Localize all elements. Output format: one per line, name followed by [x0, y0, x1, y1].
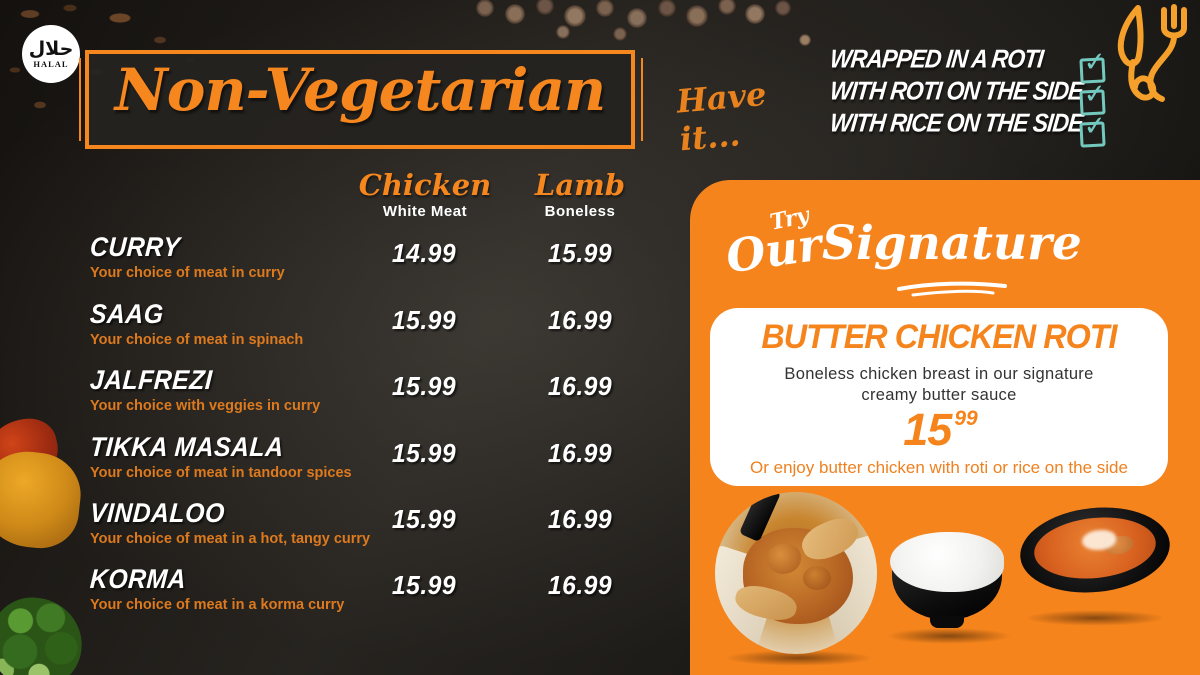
rice-bowl-photo: [888, 532, 1006, 632]
turmeric-powder-decoration: [0, 447, 85, 552]
halal-label: HALAL: [33, 59, 69, 69]
column-header-lamb: Lamb Boneless: [500, 168, 660, 220]
signature-card: BUTTER CHICKEN ROTI Boneless chicken bre…: [710, 308, 1168, 486]
option-roti-on-side: WITH ROTI ON THE SIDE: [828, 76, 1085, 106]
check-icon: ✓: [1082, 46, 1107, 79]
signature-promo-panel: Try Our Signature BUTTER CHICKEN ROTI Bo…: [690, 180, 1200, 675]
signature-our-word: Our: [722, 217, 825, 284]
rice-photo-shadow: [886, 628, 1012, 644]
halal-badge: حلال HALAL: [22, 25, 80, 83]
signature-price: 15 99: [710, 404, 1168, 456]
check-icon: ✓: [1082, 78, 1107, 111]
menu-row-jalfrezi: JALFREZI Your choice with veggies in cur…: [89, 365, 680, 427]
column-subtitle: Boneless: [544, 203, 616, 220]
menu-row-korma: KORMA Your choice of meat in a korma cur…: [89, 564, 680, 626]
price-chicken: 15.99: [391, 570, 457, 600]
knife-and-fork-icon: [1117, 4, 1187, 102]
price-chicken: 14.99: [391, 238, 457, 268]
white-rice: [890, 532, 1004, 592]
price-lamb: 16.99: [547, 305, 613, 335]
signature-item-description: creamy butter sauce: [861, 386, 1017, 404]
column-name: Chicken: [358, 168, 492, 202]
cream-swirl: [1082, 530, 1116, 550]
signature-item-title: BUTTER CHICKEN ROTI: [761, 318, 1117, 356]
item-description: Your choice with veggies in curry: [90, 398, 321, 414]
menu-row-curry: CURRY Your choice of meat in curry 14.99…: [89, 232, 680, 294]
item-description: Your choice of meat in tandoor spices: [90, 465, 352, 481]
check-icon: ✓: [1082, 110, 1107, 143]
page-title: Non-Vegetarian: [114, 56, 606, 124]
item-description: Your choice of meat in spinach: [90, 332, 304, 348]
curry-photo-shadow: [1024, 610, 1166, 626]
item-description: Your choice of meat in curry: [90, 265, 285, 281]
butter-chicken-bowl-photo: [1016, 500, 1174, 603]
price-cents: 99: [954, 407, 978, 430]
menu-row-saag: SAAG Your choice of meat in spinach 15.9…: [89, 299, 680, 361]
roti-photo-shadow: [724, 650, 874, 666]
title-box: [85, 50, 635, 149]
butter-chicken-roti-photo: [715, 492, 877, 654]
signature-item-description: Boneless chicken breast in our signature: [784, 365, 1094, 383]
column-name: Lamb: [534, 168, 626, 202]
checkbox-checked-icon: ✓: [1079, 110, 1107, 148]
broccoli-decoration: [0, 592, 88, 675]
item-description: Your choice of meat in a hot, tangy curr…: [90, 531, 371, 547]
price-lamb: 16.99: [547, 438, 613, 468]
menu-row-tikka-masala: TIKKA MASALA Your choice of meat in tand…: [89, 432, 680, 494]
column-subtitle: White Meat: [382, 203, 468, 220]
price-chicken: 15.99: [391, 504, 457, 534]
column-header-chicken: Chicken White Meat: [345, 168, 505, 220]
menu-row-vindaloo: VINDALOO Your choice of meat in a hot, t…: [89, 498, 680, 560]
title-outer-frame: [79, 58, 643, 141]
price-chicken: 15.99: [391, 438, 457, 468]
option-wrapped-in-roti: WRAPPED IN A ROTI: [828, 44, 1045, 74]
chicken-chunk: [767, 544, 801, 574]
signature-main-word: Signature: [822, 216, 1082, 271]
price-chicken: 15.99: [391, 371, 457, 401]
item-description: Your choice of meat in a korma curry: [90, 597, 345, 613]
chicken-chunk: [803, 566, 831, 590]
peppercorns-decoration: [445, 0, 825, 52]
signature-footer-note: Or enjoy butter chicken with roti or ric…: [750, 458, 1128, 477]
price-lamb: 15.99: [547, 238, 613, 268]
bowl-foot: [930, 616, 964, 628]
swoosh-underline-icon: [897, 281, 1007, 297]
price-chicken: 15.99: [391, 305, 457, 335]
option-rice-on-side: WITH RICE ON THE SIDE: [828, 108, 1085, 138]
price-lamb: 16.99: [547, 504, 613, 534]
have-it-label: Have it...: [674, 74, 768, 159]
price-lamb: 16.99: [547, 570, 613, 600]
price-whole: 15: [903, 404, 952, 455]
halal-arabic-text: حلال: [28, 38, 74, 60]
price-lamb: 16.99: [547, 371, 613, 401]
